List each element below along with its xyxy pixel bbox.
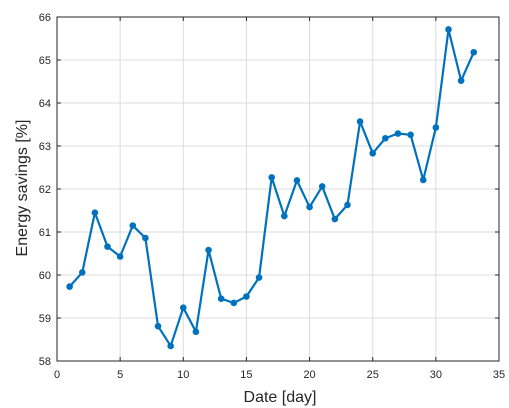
data-point [419,176,427,184]
data-point [318,183,326,190]
data-point [445,26,452,33]
data-point [457,77,465,84]
data-point [255,274,263,281]
y-tick-label: 62 [39,184,51,196]
x-tick-label: 25 [367,369,379,381]
data-point [382,134,389,142]
data-point [230,299,238,307]
data-point [293,177,301,184]
x-axis-label: Date [day] [244,389,317,406]
data-point [129,222,137,229]
data-point [154,322,162,330]
x-tick-label: 20 [303,369,315,381]
y-tick-label: 58 [39,356,51,368]
x-tick-label: 10 [177,369,189,381]
data-point [432,124,440,131]
series-line [68,28,475,348]
data-point [268,174,275,181]
data-point [470,48,478,56]
x-tick-label: 30 [430,369,442,381]
y-axis-ticks: 58 59 60 61 62 63 64 65 66 [39,12,499,368]
data-point [369,150,377,157]
y-tick-label: 66 [39,12,51,24]
data-point [66,283,73,290]
data-point [167,342,174,350]
data-point [217,295,225,302]
y-tick-label: 61 [39,227,51,239]
y-tick-label: 60 [39,270,51,282]
y-tick-label: 59 [39,313,51,325]
data-point [407,131,414,139]
data-point [142,234,149,242]
data-point [78,269,86,276]
data-point [331,215,339,223]
grid-lines [56,16,500,362]
data-point [243,293,250,300]
data-point [116,253,124,260]
data-point [356,118,364,125]
y-axis-label: Energy savings [%] [14,120,31,257]
x-axis-ticks: 0 5 10 15 20 25 30 35 [54,17,505,381]
x-tick-label: 35 [493,369,505,381]
x-tick-label: 5 [117,369,123,381]
series [66,26,478,350]
x-tick-label: 0 [54,369,60,381]
y-tick-label: 63 [39,141,51,153]
data-point [394,130,402,137]
x-tick-label: 15 [240,369,252,381]
data-point [192,328,200,336]
data-point [281,212,288,220]
data-point [306,203,313,211]
data-point [179,304,187,311]
data-point [91,209,99,216]
data-point [104,243,111,250]
data-point [205,246,212,254]
y-tick-label: 64 [39,98,51,110]
data-point [344,201,351,209]
y-tick-label: 65 [39,55,51,67]
